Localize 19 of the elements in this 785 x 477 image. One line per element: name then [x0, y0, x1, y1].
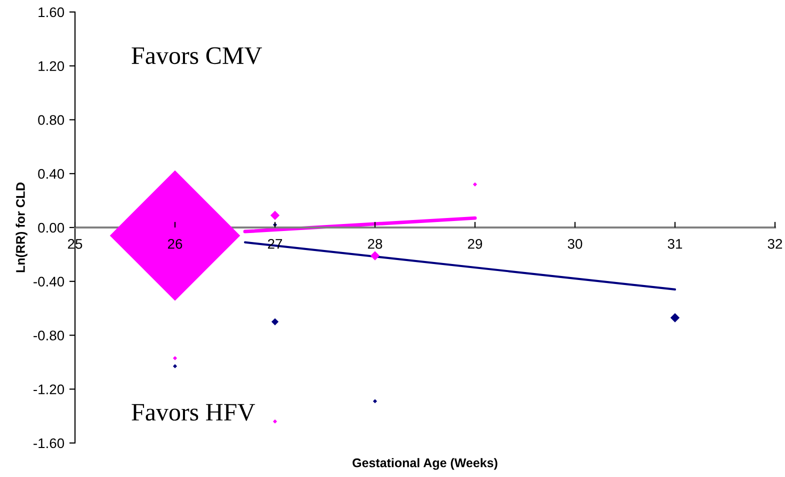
x-tick-label: 30 [568, 238, 582, 249]
y-tick-label: -1.60 [34, 438, 64, 448]
y-tick-label: 1.60 [38, 7, 64, 18]
y-tick-label: -0.40 [34, 276, 64, 287]
y-tick-label: 0.40 [38, 168, 64, 179]
y-axis-title: Ln(RR) for CLD [16, 182, 28, 272]
y-tick-label: -1.20 [34, 384, 64, 394]
y-tick-label: -0.80 [34, 330, 64, 340]
x-axis-title: Gestational Age (Weeks) [352, 458, 498, 470]
x-tick-label: 29 [468, 238, 482, 249]
x-tick-label: 32 [768, 238, 782, 249]
y-tick-label: 1.20 [38, 61, 64, 72]
x-tick-label: 31 [668, 238, 682, 249]
annotation: Favors HFV [132, 404, 256, 421]
y-tick-label: 0.80 [38, 115, 64, 125]
annotation: Favors CMV [132, 47, 262, 64]
y-tick-label: 0.00 [38, 222, 64, 233]
x-tick-label: 28 [368, 238, 382, 249]
x-tick-label: 26 [168, 238, 182, 249]
